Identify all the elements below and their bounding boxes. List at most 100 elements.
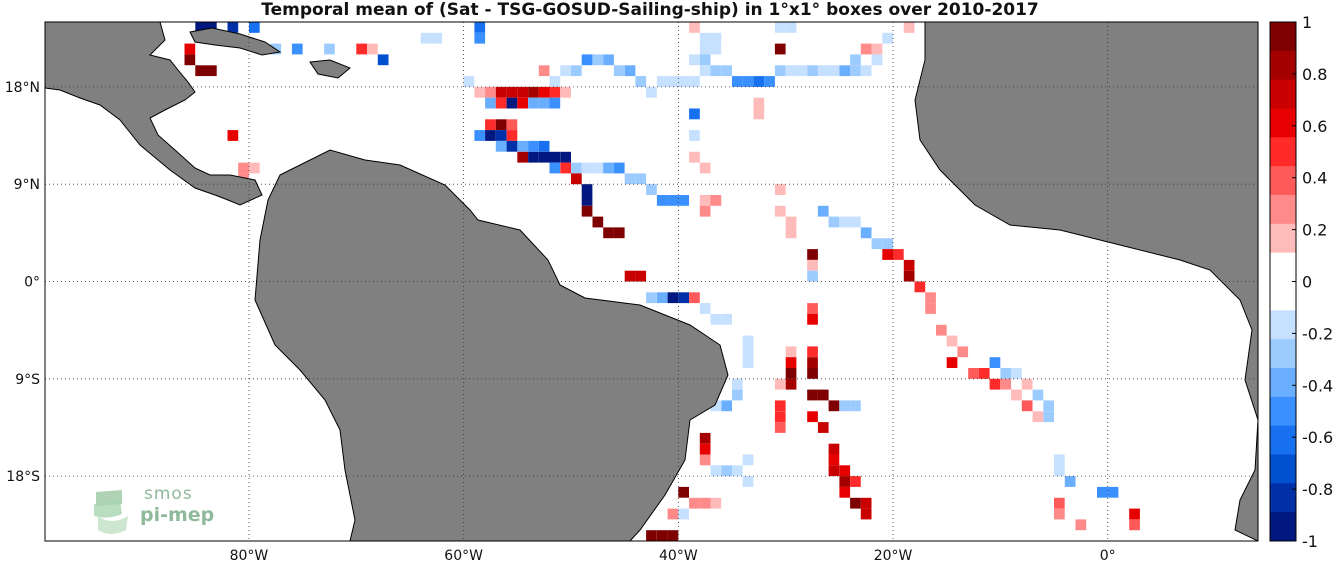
heatmap-cell: [710, 313, 722, 325]
heatmap-cell: [710, 465, 722, 477]
heatmap-cell: [946, 357, 958, 368]
heatmap-cell: [528, 86, 539, 98]
heatmap-cell: [1054, 497, 1065, 509]
heatmap-cell: [495, 97, 507, 109]
heatmap-cell: [206, 65, 217, 77]
heatmap-cell: [592, 162, 604, 174]
heatmap-cell: [678, 486, 689, 498]
heatmap-cell: [1107, 486, 1119, 498]
heatmap-cell: [485, 130, 496, 141]
heatmap-cell: [624, 270, 636, 282]
heatmap-cell: [699, 432, 711, 444]
heatmap-cell: [571, 65, 582, 77]
graticule: [45, 22, 1258, 541]
heatmap-cell: [1011, 368, 1022, 379]
heatmap-cell: [732, 465, 743, 477]
colorbar-tick-label: -0.8: [1302, 480, 1333, 499]
heatmap-cell: [549, 151, 561, 163]
colorbar-tick-label: -0.6: [1302, 428, 1333, 447]
colorbar-tick-label: 0.8: [1302, 65, 1327, 84]
heatmap-cell: [678, 292, 689, 304]
heatmap-cell: [324, 43, 335, 55]
heatmap-cell: [581, 162, 593, 174]
latitude-ticks: 18°N 9°N 0° 9°S 18°S: [5, 80, 40, 485]
heatmap-cell: [753, 76, 765, 87]
heatmap-cell: [656, 292, 668, 304]
colorbar-tick-label: 1: [1302, 13, 1312, 32]
heatmap-cell: [506, 97, 518, 109]
latitude-tick-label: 9°N: [14, 177, 40, 193]
heatmap-cell: [710, 32, 722, 44]
heatmap-cell: [538, 86, 550, 98]
heatmap-cell: [774, 400, 786, 412]
heatmap-cell: [517, 140, 528, 152]
heatmap-cell: [517, 86, 528, 98]
heatmap-cell: [850, 400, 861, 412]
heatmap-cell: [624, 65, 636, 77]
heatmap-cell: [592, 54, 604, 66]
colorbar-segment: [1270, 22, 1296, 52]
heatmap-cell: [1129, 508, 1140, 520]
heatmap-cell: [571, 173, 582, 185]
latitude-tick-label: 18°N: [5, 80, 40, 96]
heatmap-cell: [699, 65, 711, 77]
heatmap-cell: [807, 389, 818, 401]
heatmap-cell: [689, 22, 700, 33]
heatmap-cell: [613, 227, 625, 239]
colorbar: 1 0.8 0.6 0.4 0.2 0 -0.2 -0.4 -0.6 -0.8 -1: [1269, 13, 1333, 551]
land-south-america: [254, 149, 729, 541]
heatmap-cell: [474, 32, 486, 44]
heatmap-cell: [635, 173, 647, 185]
heatmap-cell: [817, 389, 829, 401]
heatmap-cell: [699, 443, 711, 455]
heatmap-cell: [689, 108, 700, 120]
heatmap-cell: [249, 22, 260, 33]
heatmap-cell: [538, 140, 550, 152]
heatmap-cell: [517, 151, 528, 163]
longitude-tick-label: 0°: [1100, 548, 1116, 562]
heatmap-cell: [560, 86, 571, 98]
heatmap-cell: [774, 205, 786, 217]
heatmap-cell: [699, 205, 711, 217]
longitude-tick-label: 80°W: [230, 548, 269, 562]
heatmap-cell: [195, 65, 206, 77]
heatmap-cell: [506, 86, 518, 98]
heatmap-cell: [989, 378, 1001, 390]
heatmap-cell: [495, 140, 507, 152]
heatmap-cell: [860, 227, 872, 239]
colorbar-segment: [1270, 310, 1296, 340]
heatmap-cell: [613, 65, 625, 77]
heatmap-cell: [699, 303, 711, 314]
heatmap-cell: [1064, 476, 1076, 487]
heatmap-cell: [646, 184, 657, 195]
heatmap-cell: [581, 205, 593, 217]
heatmap-cell: [817, 65, 829, 77]
heatmap-cell: [764, 76, 775, 87]
heatmap-cell: [742, 346, 754, 358]
heatmap-cell: [506, 119, 518, 131]
heatmap-cell: [1032, 389, 1044, 401]
heatmap-cell: [699, 195, 711, 206]
heatmap-cell: [689, 497, 700, 509]
heatmap-cell: [742, 454, 754, 466]
heatmap-cell: [581, 195, 593, 206]
heatmap-cell: [1129, 519, 1140, 531]
heatmap-cell: [839, 476, 851, 487]
heatmap-cell: [807, 270, 818, 282]
heatmap-cell: [839, 400, 851, 412]
heatmap-cells: [184, 22, 1140, 541]
heatmap-cell: [249, 162, 260, 174]
heatmap-cell: [1000, 378, 1012, 390]
heatmap-cell: [356, 43, 367, 55]
heatmap-cell: [699, 54, 711, 66]
heatmap-cell: [871, 238, 883, 250]
heatmap-cell: [485, 86, 496, 98]
heatmap-cell: [742, 76, 754, 87]
heatmap-cell: [732, 389, 743, 401]
colorbar-segment: [1270, 454, 1296, 484]
land-masses: [45, 22, 1258, 541]
heatmap-cell: [517, 97, 528, 109]
land-central-america: [45, 22, 263, 206]
heatmap-cell: [785, 368, 797, 379]
heatmap-cell: [506, 130, 518, 141]
